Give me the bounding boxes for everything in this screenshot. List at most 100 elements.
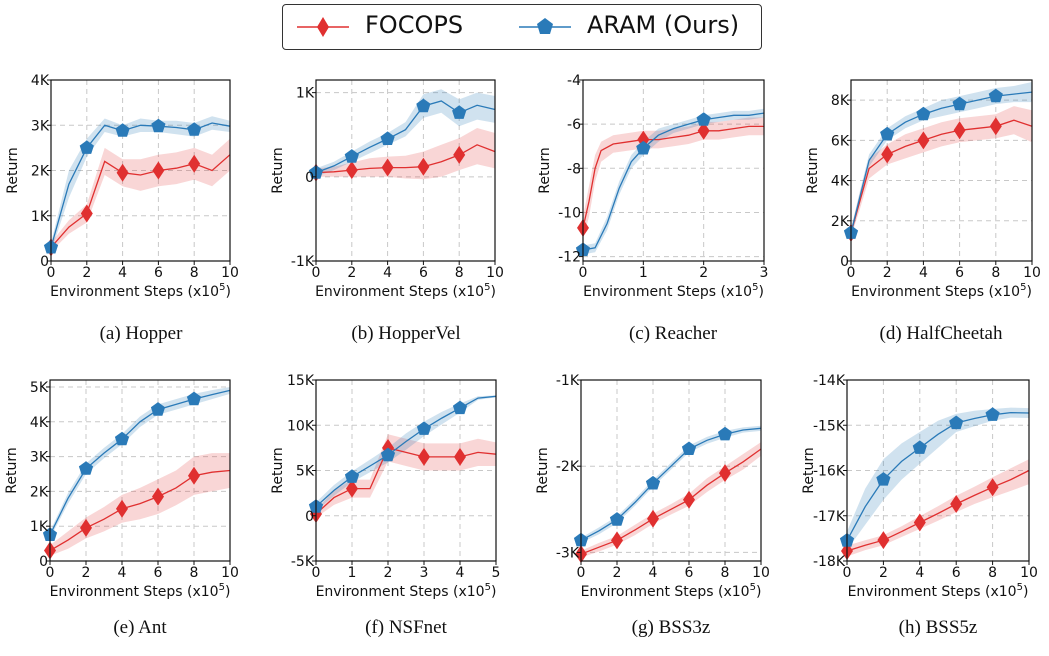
data-point-focops [611, 531, 623, 550]
x-tick-label: 8 [988, 565, 997, 581]
x-tick-label: 10 [1020, 565, 1038, 581]
y-tick-label: 2K [831, 214, 850, 230]
y-axis-label: Return [801, 447, 817, 493]
series-band-focops [50, 453, 230, 556]
plot-frame [580, 379, 762, 562]
data-point-focops [877, 531, 890, 550]
x-axis-label: Environment Steps (x105) [315, 282, 496, 300]
x-axis-label: Environment Steps (x105) [316, 582, 497, 600]
x-axis-label: Environment Steps (x105) [50, 282, 231, 300]
data-point-aram [115, 123, 130, 137]
series-band-aram [583, 108, 764, 255]
data-point-aram [880, 126, 895, 141]
chart-caption: (h) BSS5z [898, 617, 978, 638]
x-tick-label: 1 [639, 265, 648, 281]
data-point-focops [986, 478, 999, 497]
x-tick-label: 0 [847, 265, 856, 281]
y-tick-label: 2K [31, 164, 50, 180]
x-tick-label: 2 [347, 265, 356, 281]
data-point-aram [876, 472, 891, 486]
y-tick-label: 8K [831, 93, 850, 109]
data-point-focops [80, 204, 93, 223]
data-point-aram [380, 447, 396, 462]
y-tick-label: 10K [287, 418, 315, 434]
chart-1: 0 2 4 6 8 10 0 1K 2K 3K 4K Environment Steps (x105)… [5, 73, 239, 300]
x-tick-label: 0 [46, 565, 55, 581]
data-point-aram [150, 402, 166, 416]
data-point-focops [989, 117, 1002, 136]
chart-4: 0 2 4 6 8 10 0 2K 4K 6K 8K Environment Steps (x105)… [805, 79, 1041, 300]
x-tick-label: 4 [915, 565, 924, 581]
series-band-focops [847, 459, 1029, 557]
data-point-aram [952, 96, 967, 111]
data-point-focops [453, 145, 466, 164]
y-tick-label: -8 [567, 161, 581, 177]
chart-caption: (e) Ant [113, 617, 167, 638]
series-band-focops [581, 442, 761, 558]
x-tick-label: 10 [486, 265, 504, 281]
x-tick-label: 2 [82, 565, 91, 581]
x-tick-label: 0 [577, 565, 586, 581]
legend-aram-marker [537, 18, 553, 34]
data-point-aram [380, 131, 395, 145]
y-axis-label: Return [270, 447, 286, 493]
data-point-focops [953, 121, 966, 140]
y-tick-label: 3K [30, 450, 49, 466]
x-tick-label: 10 [752, 565, 770, 581]
series-band-focops [316, 128, 495, 180]
series-line-focops [582, 125, 764, 229]
y-axis-label: Return [5, 147, 21, 193]
data-point-focops [913, 513, 926, 532]
y-axis-label: Return [537, 147, 553, 193]
data-point-focops [683, 490, 695, 509]
data-point-aram [949, 415, 964, 430]
x-tick-label: 10 [1023, 265, 1041, 281]
y-tick-label: 15K [287, 373, 315, 389]
data-point-aram [717, 426, 733, 441]
y-tick-label: 2K [30, 484, 49, 500]
x-tick-label: 0 [579, 265, 588, 281]
y-axis-label: Return [4, 447, 20, 493]
data-point-aram [985, 407, 1000, 421]
x-tick-label: 8 [190, 265, 199, 281]
x-tick-label: 8 [190, 565, 199, 581]
series-line-focops [846, 469, 1030, 552]
data-point-focops [152, 161, 165, 180]
x-tick-label: 6 [154, 265, 163, 281]
y-tick-label: 0 [40, 254, 49, 270]
legend-swatches [297, 17, 571, 37]
y-tick-label: -1K [291, 254, 315, 270]
x-axis-label: Environment Steps (x105) [848, 582, 1029, 600]
data-point-aram [452, 400, 468, 415]
x-tick-label: 2 [384, 565, 393, 581]
x-tick-label: 0 [312, 565, 321, 581]
legend-focops-marker [317, 17, 329, 37]
data-point-aram [452, 105, 467, 119]
data-point-focops [188, 154, 201, 173]
x-tick-label: 0 [312, 265, 321, 281]
plot-frame [582, 79, 765, 262]
y-tick-label: -16K [813, 464, 846, 480]
y-tick-label: 6K [831, 133, 850, 149]
y-tick-label: 0 [305, 170, 314, 186]
data-point-focops [950, 494, 963, 513]
data-point-aram [645, 475, 661, 490]
chart-8: 0 2 4 6 8 10 -18K -17K -16K -15K -14K Environment S… [801, 373, 1038, 600]
data-point-focops [116, 163, 129, 182]
legend: FOCOPS ARAM (Ours) [282, 4, 762, 50]
data-point-aram [78, 461, 94, 475]
y-axis-label: Return [805, 147, 821, 193]
series-line-focops [580, 448, 762, 555]
data-point-focops [647, 509, 659, 528]
series-band-aram [851, 82, 1032, 237]
x-tick-label: 4 [919, 265, 928, 281]
data-point-aram [988, 88, 1003, 103]
series-band-aram [316, 89, 495, 177]
y-tick-label: -12 [558, 250, 581, 266]
chart-caption: (a) Hopper [99, 323, 183, 344]
x-tick-label: 10 [221, 565, 239, 581]
data-point-aram [416, 98, 431, 113]
chart-caption: (b) HopperVel [351, 323, 461, 344]
series-band-aram [51, 116, 230, 252]
